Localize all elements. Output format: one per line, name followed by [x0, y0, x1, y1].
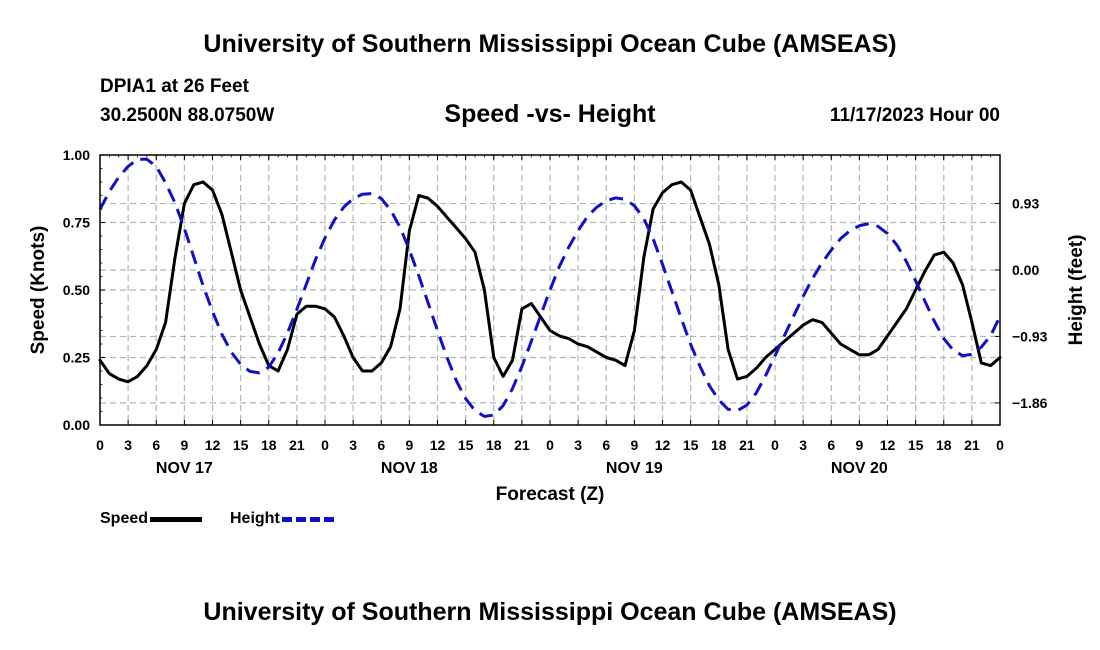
x-tick-label: 15	[908, 437, 924, 453]
legend-height-swatch	[281, 516, 334, 522]
y2-tick-label: 0.93	[1012, 196, 1039, 212]
y-tick-label: 1.00	[63, 147, 90, 163]
station-coordinates: 30.2500N 88.0750W	[100, 105, 275, 126]
data-series	[98, 157, 1002, 418]
y-tick-label: 0.50	[63, 282, 90, 298]
station-label: DPIA1 at 26 Feet	[100, 76, 249, 97]
x-tick-label: 0	[546, 437, 554, 453]
x-day-label: NOV 17	[156, 460, 213, 477]
legend-speed-swatch	[150, 516, 203, 522]
x-tick-label: 21	[289, 437, 305, 453]
legend-speed-label: Speed	[100, 510, 149, 527]
legend-height: Height	[230, 510, 334, 528]
x-tick-label: 9	[855, 437, 863, 453]
x-tick-label: 21	[514, 437, 530, 453]
x-tick-label: 6	[602, 437, 610, 453]
x-tick-label: 9	[630, 437, 638, 453]
x-tick-label: 3	[574, 437, 582, 453]
axes: 0 3 6 9 12 15 18 21 0 3 6 9 12 15 18 21 0 3 6 9 12 15 18 21 0 3 6 9…	[63, 147, 1048, 477]
x-tick-label: 18	[261, 437, 277, 453]
chart-title: Speed -vs- Height	[444, 100, 656, 128]
x-tick-label: 12	[205, 437, 221, 453]
x-day-label: NOV 20	[831, 460, 888, 477]
x-tick-label: 12	[880, 437, 896, 453]
x-tick-label: 12	[655, 437, 671, 453]
y-axis-label: Speed (Knots)	[28, 226, 49, 355]
x-tick-label: 21	[739, 437, 755, 453]
x-tick-label: 0	[96, 437, 104, 453]
y2-tick-label: 0.00	[1012, 262, 1039, 278]
x-tick-label: 0	[771, 437, 779, 453]
x-tick-label: 15	[683, 437, 699, 453]
y-tick-label: 0.00	[63, 417, 90, 433]
legend-height-label: Height	[230, 510, 280, 527]
page-title: University of Southern Mississippi Ocean…	[203, 30, 897, 58]
x-tick-label: 15	[233, 437, 249, 453]
x-tick-label: 18	[936, 437, 952, 453]
y2-tick-label: −0.93	[1012, 328, 1048, 344]
x-tick-label: 3	[799, 437, 807, 453]
x-tick-label: 6	[152, 437, 160, 453]
y-tick-label: 0.75	[63, 215, 90, 231]
x-tick-label: 6	[377, 437, 385, 453]
forecast-datetime: 11/17/2023 Hour 00	[829, 105, 1000, 126]
x-tick-label: 9	[180, 437, 188, 453]
y-tick-label: 0.25	[63, 350, 90, 366]
x-tick-label: 3	[124, 437, 132, 453]
legend-speed: Speed	[100, 510, 203, 528]
footer-title: University of Southern Mississippi Ocean…	[203, 598, 897, 626]
x-tick-label: 0	[996, 437, 1004, 453]
grid-lines	[100, 155, 1000, 425]
height-series-line	[98, 157, 1002, 418]
speed-series-line	[98, 180, 1002, 384]
x-tick-label: 3	[349, 437, 357, 453]
x-axis-label: Forecast (Z)	[496, 484, 605, 505]
x-day-label: NOV 18	[381, 460, 438, 477]
y2-axis-label: Height (feet)	[1066, 235, 1087, 346]
x-tick-label: 6	[827, 437, 835, 453]
x-tick-label: 15	[458, 437, 474, 453]
y2-tick-label: −1.86	[1012, 395, 1048, 411]
x-day-label: NOV 19	[606, 460, 663, 477]
x-tick-label: 18	[711, 437, 727, 453]
x-tick-label: 21	[964, 437, 980, 453]
x-tick-label: 9	[405, 437, 413, 453]
x-tick-label: 18	[486, 437, 502, 453]
x-tick-label: 0	[321, 437, 329, 453]
x-tick-label: 12	[430, 437, 446, 453]
